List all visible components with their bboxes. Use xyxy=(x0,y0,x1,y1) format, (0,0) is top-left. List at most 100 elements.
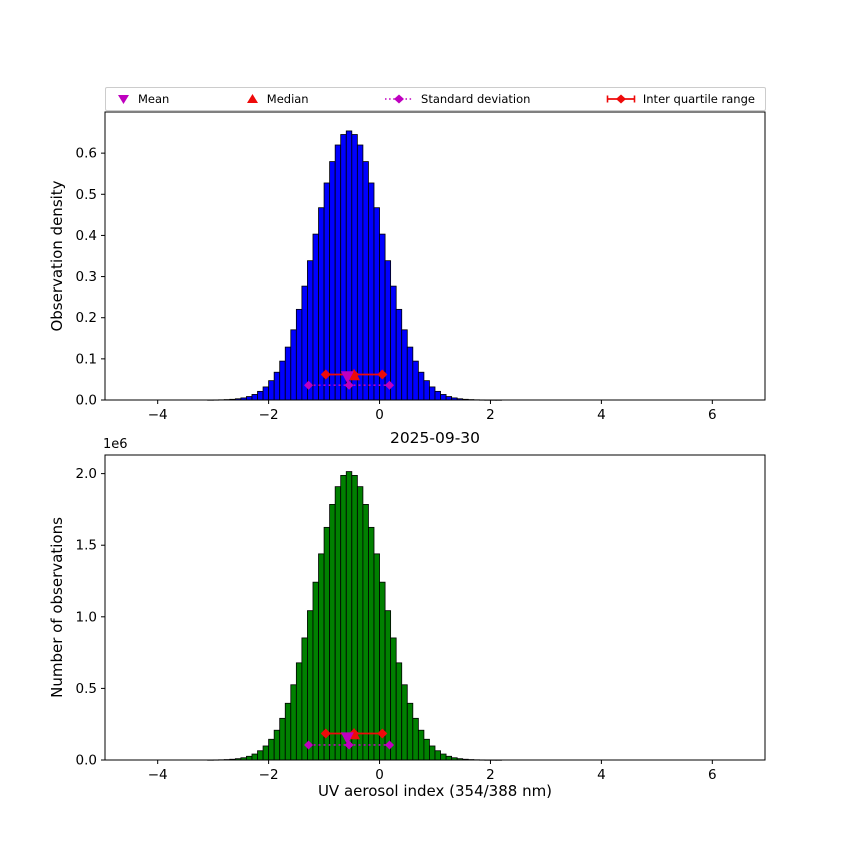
hist-bar xyxy=(329,161,336,401)
x-tick-label: −4 xyxy=(148,407,168,423)
hist-bar xyxy=(246,396,253,401)
hist-bar xyxy=(445,755,453,761)
triangle-down-marker xyxy=(340,732,354,745)
hist-bar xyxy=(312,233,319,401)
hist-bar xyxy=(307,260,314,401)
hist-bar xyxy=(262,745,270,761)
diamond-marker xyxy=(344,380,354,390)
hist-bar xyxy=(251,753,258,761)
y-tick-label: 1.5 xyxy=(76,538,97,554)
diamond-marker xyxy=(320,369,331,380)
y-tick-label: 0.0 xyxy=(76,753,97,769)
hist-bar xyxy=(351,474,358,761)
hist-bar xyxy=(406,702,414,761)
hist-bar xyxy=(334,144,342,401)
hist-bar xyxy=(434,390,441,401)
hist-bar xyxy=(295,308,303,401)
hist-bar xyxy=(257,750,264,761)
y-tick-label: 0.5 xyxy=(76,681,97,697)
legend-label-iqr: Inter quartile range xyxy=(642,92,755,106)
x-tick-label: −2 xyxy=(259,407,279,423)
hist-bar xyxy=(345,130,353,401)
hist-bar xyxy=(406,346,414,401)
hist-bar xyxy=(268,380,275,401)
hist-bar xyxy=(429,386,436,401)
hist-bar xyxy=(257,390,264,401)
hist-bar xyxy=(318,207,325,401)
hist-bar xyxy=(251,394,258,401)
mean-triangle-down-icon xyxy=(118,95,129,104)
hist-bar xyxy=(273,371,281,401)
hist-bar xyxy=(368,182,375,401)
hist-bar xyxy=(401,684,408,761)
hist-bar xyxy=(290,684,297,761)
hist-bar xyxy=(345,471,353,761)
x-tick-label: 4 xyxy=(597,407,606,423)
y-tick-label: 1.0 xyxy=(76,609,97,625)
x-tick-label: 6 xyxy=(708,407,717,423)
hist-bar xyxy=(262,386,270,401)
hist-bar xyxy=(246,755,253,761)
legend-label-mean: Mean xyxy=(138,92,170,106)
hist-bar xyxy=(445,396,453,401)
diamond-marker xyxy=(377,369,388,380)
hist-bar xyxy=(384,260,392,401)
hist-bar xyxy=(401,329,408,401)
x-tick-label: 4 xyxy=(597,767,606,783)
legend: Mean Median Standard deviation Inter qua… xyxy=(105,87,766,111)
y-tick-label: 0.2 xyxy=(76,310,97,326)
legend-label-std: Standard deviation xyxy=(421,92,531,106)
legend-item-mean: Mean xyxy=(116,92,169,106)
hist-bar xyxy=(429,745,436,761)
hist-bar xyxy=(323,526,331,761)
hist-bar xyxy=(273,729,281,761)
hist-bar xyxy=(307,610,314,761)
x-tick-label: 0 xyxy=(375,407,384,423)
hist-bar xyxy=(323,182,331,401)
x-tick-label: −2 xyxy=(259,767,279,783)
hist-bar xyxy=(440,753,447,761)
hist-bar xyxy=(334,486,342,761)
hist-bar xyxy=(356,144,364,401)
hist-bar xyxy=(356,486,364,761)
diamond-marker xyxy=(385,380,395,390)
y-tick-label: 0.5 xyxy=(76,187,97,203)
legend-item-median: Median xyxy=(245,92,309,106)
legend-item-std: Standard deviation xyxy=(384,92,530,106)
hist-bar xyxy=(384,610,392,761)
hist-bar xyxy=(423,738,430,761)
x-tick-label: 2 xyxy=(486,407,495,423)
x-tick-label: 0 xyxy=(375,767,384,783)
triangle-down-marker xyxy=(340,371,354,384)
hist-bar xyxy=(284,702,292,761)
hist-bar xyxy=(412,717,419,761)
hist-bar xyxy=(373,207,380,401)
legend-label-median: Median xyxy=(266,92,309,106)
triangle-up-marker xyxy=(348,368,361,381)
hist-bar xyxy=(362,161,369,401)
hist-bar xyxy=(340,474,347,761)
hist-bar xyxy=(268,738,275,761)
diamond-marker xyxy=(304,380,314,390)
x-tick-label: 2 xyxy=(486,767,495,783)
x-axis-label: UV aerosol index (354/388 nm) xyxy=(318,782,552,800)
x-tick-label: 6 xyxy=(708,767,717,783)
hist-bar xyxy=(290,329,297,401)
hist-bar xyxy=(301,637,308,761)
y-axis-label: Number of observations xyxy=(48,517,66,698)
hist-bar xyxy=(434,750,441,761)
x-tick-label: −4 xyxy=(148,767,168,783)
hist-bar xyxy=(390,637,397,761)
hist-bar xyxy=(373,553,380,761)
hist-bar xyxy=(340,134,347,401)
hist-bar xyxy=(279,360,286,401)
std-deviation-diamond-icon xyxy=(385,94,414,104)
hist-bar xyxy=(395,662,403,761)
y-tick-label: 0.4 xyxy=(76,228,97,244)
hist-bar xyxy=(295,662,303,761)
hist-bar xyxy=(423,380,430,401)
y-tick-label: 0.3 xyxy=(76,269,97,285)
y-tick-label: 0.1 xyxy=(76,351,97,367)
hist-bar xyxy=(329,504,336,761)
